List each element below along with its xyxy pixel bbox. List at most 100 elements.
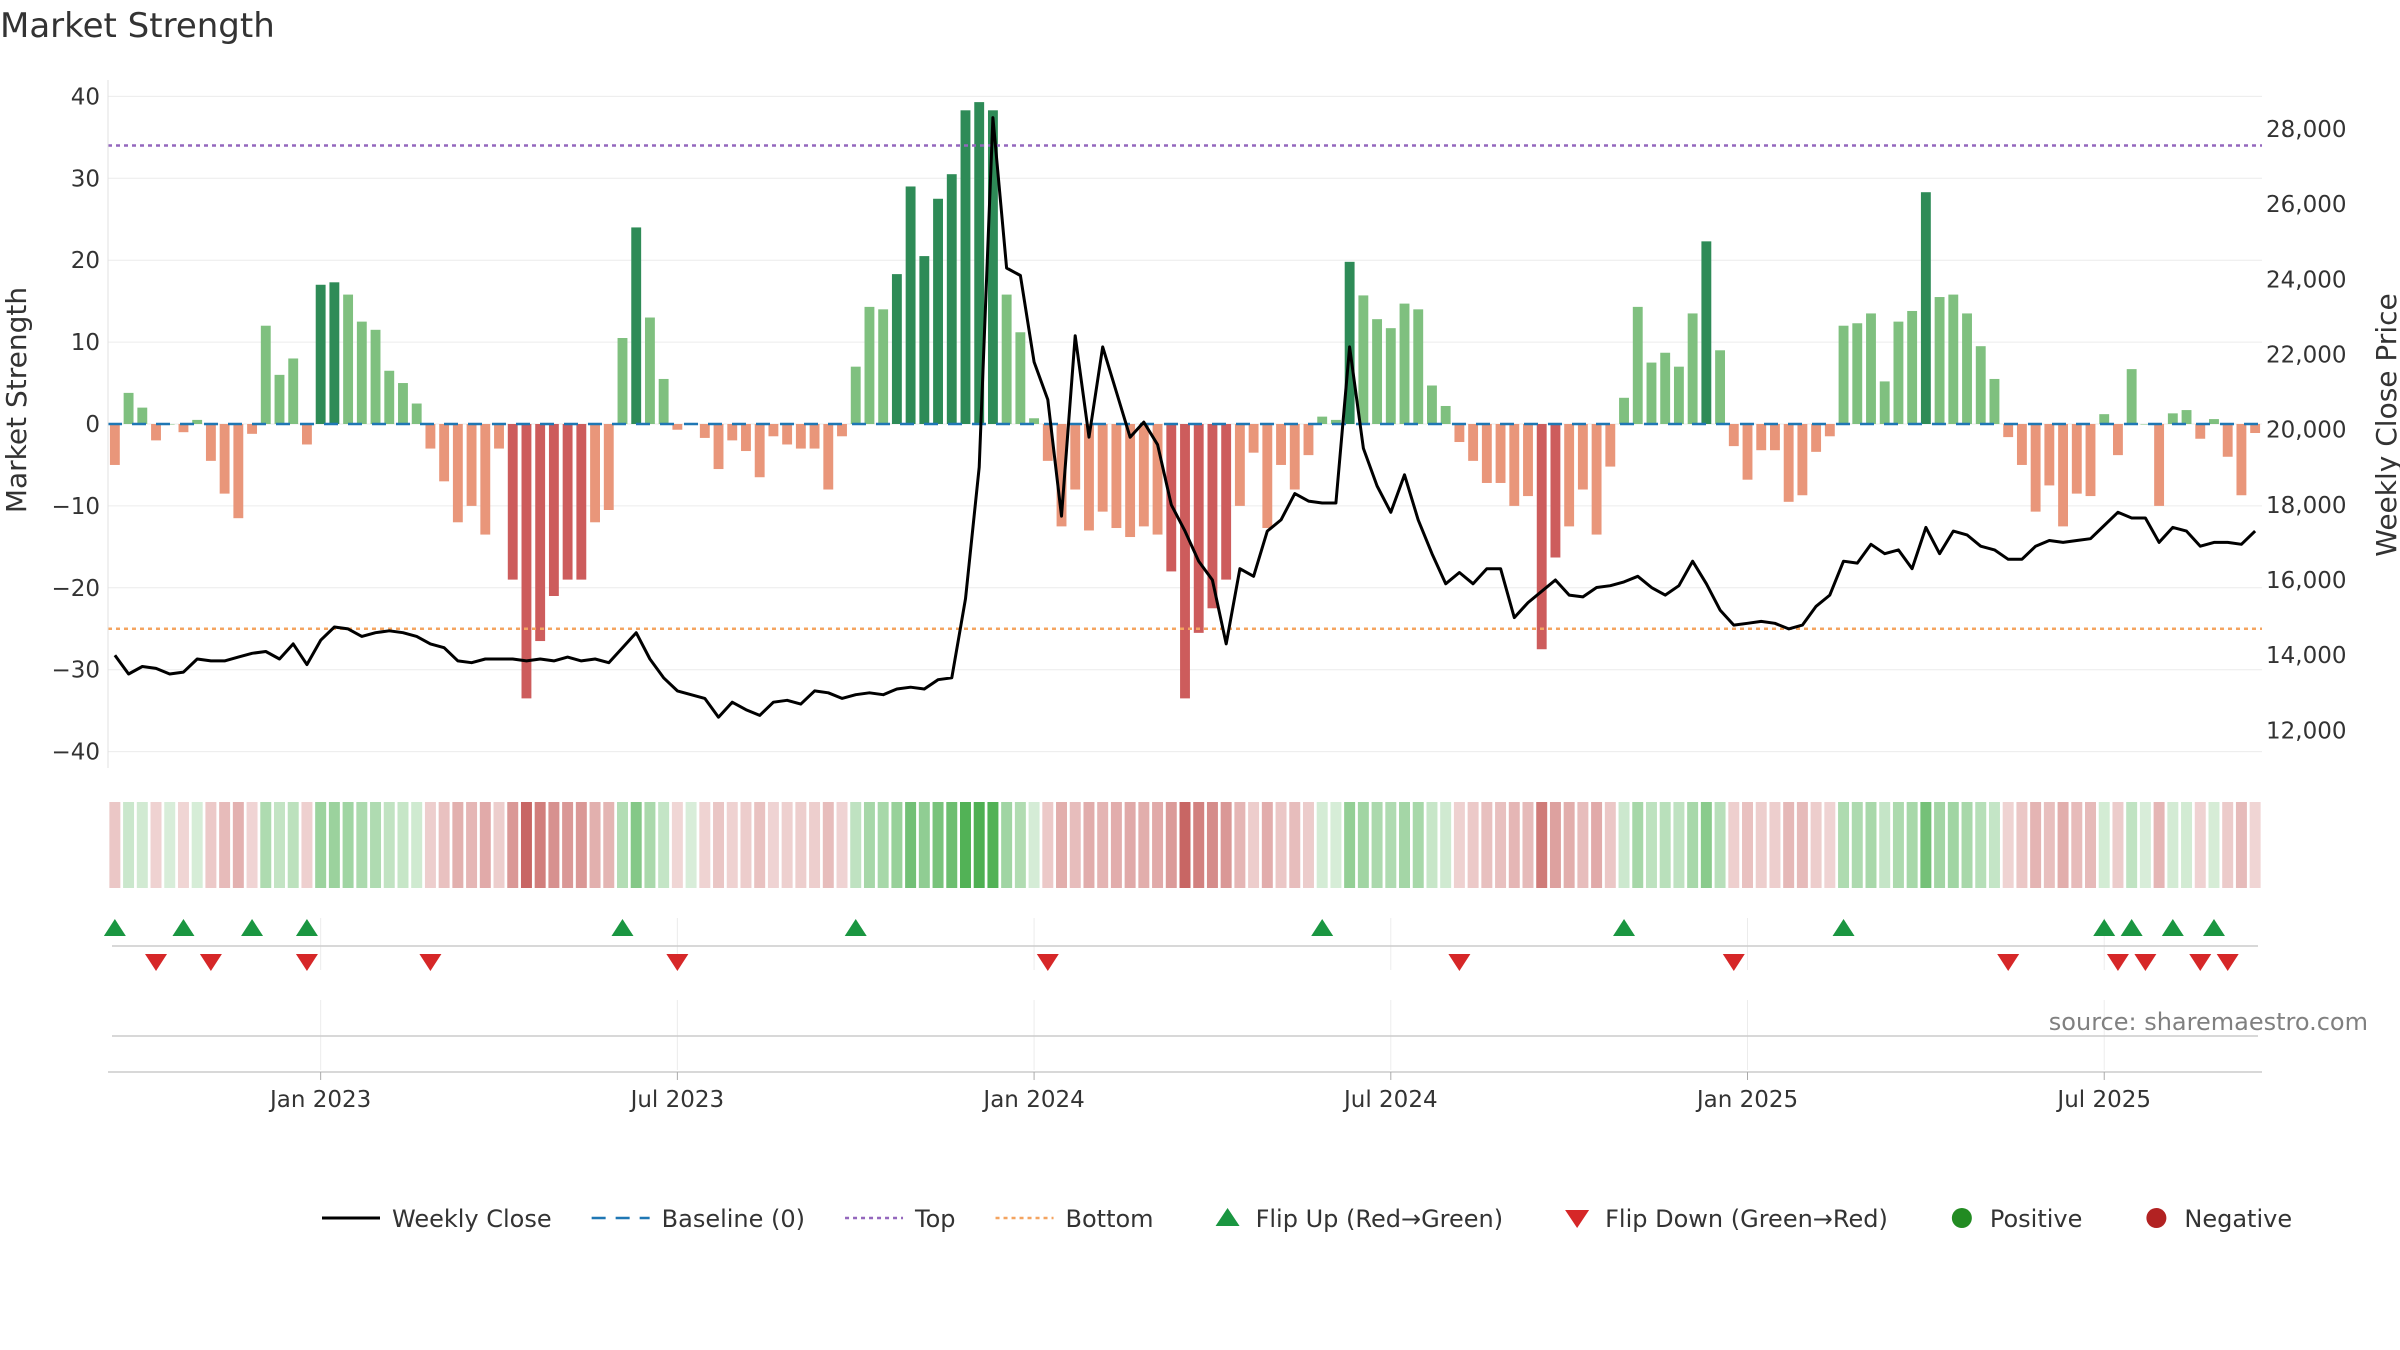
heat-strip-cell xyxy=(520,802,532,888)
flip-up-marker xyxy=(1311,919,1334,936)
heat-strip-cell xyxy=(1892,802,1904,888)
strength-bar xyxy=(631,227,642,424)
y-tick-label: 30 xyxy=(71,166,100,192)
y-tick-label: 10 xyxy=(71,330,100,356)
strength-bar xyxy=(2113,424,2123,456)
reference-lines xyxy=(108,144,2262,631)
strength-bar xyxy=(754,424,765,478)
strength-bar xyxy=(192,419,203,424)
strength-bar xyxy=(1317,416,1328,424)
heat-strip-cell xyxy=(781,802,793,888)
weekly-close-line xyxy=(113,116,2257,719)
strength-bar xyxy=(480,424,491,535)
heat-strip-cell xyxy=(191,802,203,888)
x-tick-label: Jan 2023 xyxy=(268,1087,371,1113)
heat-strip-cell xyxy=(1138,802,1150,888)
heat-strip-cell xyxy=(767,802,779,888)
strength-bar xyxy=(1427,385,1437,424)
heat-strip-cell xyxy=(575,802,587,888)
heat-strip-cell xyxy=(452,802,464,888)
heat-strip-cell xyxy=(328,802,340,888)
heat-strip-cell xyxy=(877,802,889,888)
heat-strip-cell xyxy=(1220,802,1232,888)
heat-strip-cell xyxy=(205,802,217,888)
heat-strip-cell xyxy=(699,802,711,888)
strength-bar xyxy=(425,424,436,449)
heat-strip-cell xyxy=(1783,802,1795,888)
strength-bar xyxy=(864,306,875,424)
legend: Weekly Close Baseline (0) Top Bottom Flip Up… xyxy=(322,1205,2292,1233)
strength-bar xyxy=(1893,321,1904,424)
y-tick-label: 20 xyxy=(71,248,100,274)
heat-strip-cell xyxy=(1028,802,1040,888)
heat-strip-cell xyxy=(2208,802,2220,888)
legend-label: Bottom xyxy=(1066,1205,1154,1233)
strength-bar xyxy=(2003,424,2014,438)
strength-bar xyxy=(1248,424,1259,453)
heat-strip-cell xyxy=(383,802,395,888)
heat-strip-cell xyxy=(1975,802,1987,888)
heat-strip-cell xyxy=(1124,802,1136,888)
strength-bar xyxy=(343,294,354,424)
heat-strip-cell xyxy=(164,802,176,888)
heat-strip-cell xyxy=(150,802,162,888)
heat-strip-cell xyxy=(932,802,944,888)
heat-strip-cell xyxy=(1399,802,1411,888)
flip-down-marker xyxy=(419,954,442,971)
flip-down-marker xyxy=(1722,954,1745,971)
strength-bar xyxy=(1303,424,1314,456)
x-tick-label: Jan 2025 xyxy=(1695,1087,1798,1113)
heat-strip-cell xyxy=(1426,802,1438,888)
heat-strip-cell xyxy=(2126,802,2138,888)
strength-bar xyxy=(1289,424,1300,490)
strength-bar xyxy=(1509,424,1520,506)
strength-bar xyxy=(933,198,943,424)
y2-tick-label: 18,000 xyxy=(2266,493,2346,519)
strength-bar xyxy=(782,424,793,445)
strength-bar xyxy=(1879,381,1890,424)
heat-strip-cell xyxy=(356,802,368,888)
strength-bar xyxy=(590,424,600,523)
x-tick-label: Jan 2024 xyxy=(981,1087,1084,1113)
flip-down-marker xyxy=(2189,954,2212,971)
y-axis-label: Market Strength xyxy=(0,287,33,513)
strength-bar xyxy=(1097,424,1108,512)
strength-bars xyxy=(109,102,2261,699)
strength-bar xyxy=(960,110,971,425)
strength-bar xyxy=(1454,424,1465,443)
heat-strip-cell xyxy=(260,802,272,888)
heat-strip-cell xyxy=(1206,802,1218,888)
heat-strip-cell xyxy=(1947,802,1959,888)
strength-bar xyxy=(850,366,861,424)
strength-bar xyxy=(2016,424,2027,465)
heat-strip-cell xyxy=(713,802,725,888)
strength-bar xyxy=(2085,424,2096,497)
strength-bar xyxy=(301,424,312,445)
heat-strip-cell xyxy=(987,802,999,888)
strength-bar xyxy=(2126,369,2137,424)
heat-strip-cell xyxy=(1824,802,1836,888)
strength-bar xyxy=(439,424,450,482)
y2-tick-label: 16,000 xyxy=(2266,568,2346,594)
strength-bar xyxy=(123,392,134,424)
strength-bar xyxy=(2044,424,2055,486)
strength-bar xyxy=(1385,328,1396,424)
flip-up-marker xyxy=(844,919,867,936)
strength-bar xyxy=(1756,424,1767,451)
y-tick-label: −20 xyxy=(51,576,100,602)
source-note: source: sharemaestro.com xyxy=(2048,1008,2368,1036)
heat-strip-cell xyxy=(644,802,656,888)
strength-bar xyxy=(672,424,683,430)
flip-up-marker xyxy=(1832,919,1855,936)
strength-bar xyxy=(411,403,422,424)
strength-bar xyxy=(576,424,587,580)
y2-tick-label: 26,000 xyxy=(2266,192,2346,218)
heat-strip-cell xyxy=(1865,802,1877,888)
heat-strip-cell xyxy=(2222,802,2234,888)
heat-strip-cell xyxy=(2002,802,2014,888)
strength-bar xyxy=(2167,413,2178,424)
heat-strip-cell xyxy=(1097,802,1109,888)
strength-bar xyxy=(1811,424,1822,452)
y2-tick-label: 22,000 xyxy=(2266,342,2346,368)
strength-bar xyxy=(795,424,806,449)
